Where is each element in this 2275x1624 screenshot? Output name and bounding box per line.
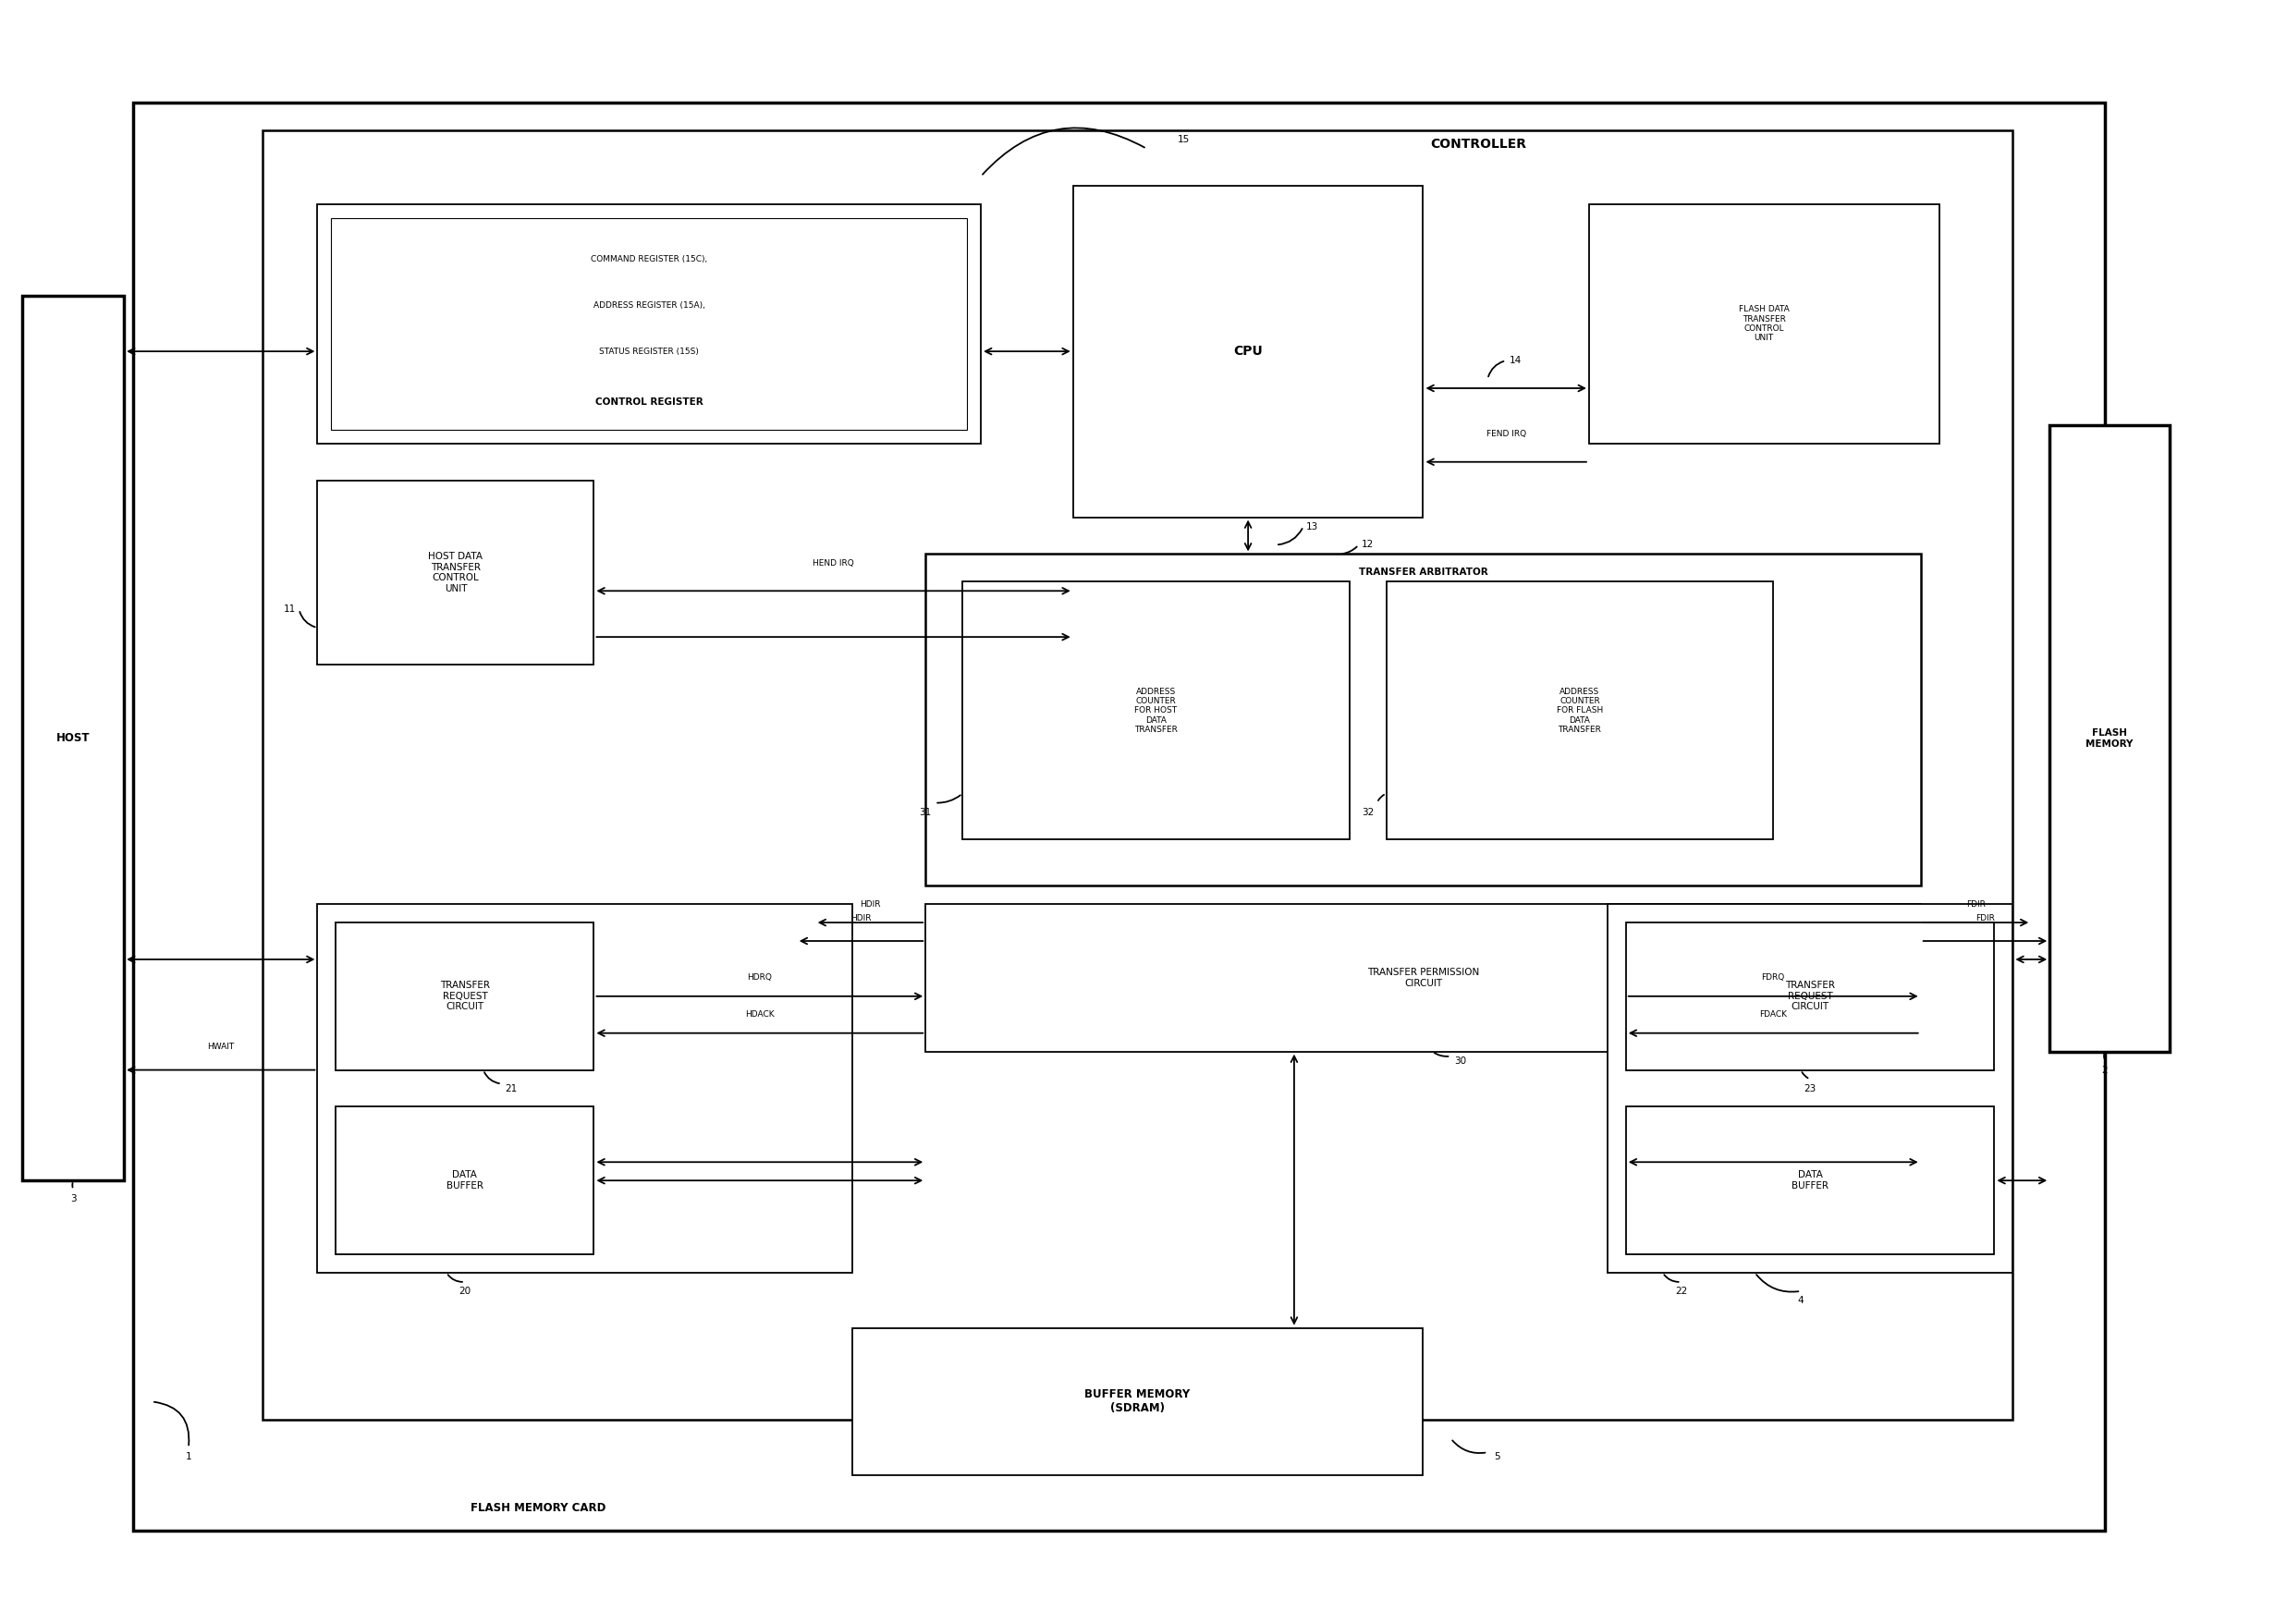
Text: HDRQ: HDRQ <box>746 974 771 983</box>
Text: TRANSFER ARBITRATOR: TRANSFER ARBITRATOR <box>1358 568 1488 577</box>
Bar <box>926 554 1920 885</box>
Text: FDIR: FDIR <box>1966 900 1986 908</box>
Bar <box>318 205 981 443</box>
Text: 30: 30 <box>1454 1056 1465 1065</box>
Bar <box>1074 185 1424 516</box>
Bar <box>1588 205 1938 443</box>
Text: HOST DATA
TRANSFER
CONTROL
UNIT: HOST DATA TRANSFER CONTROL UNIT <box>428 552 482 593</box>
Text: TRANSFER
REQUEST
CIRCUIT: TRANSFER REQUEST CIRCUIT <box>439 981 489 1012</box>
Text: FDIR: FDIR <box>1975 914 1995 922</box>
Text: 21: 21 <box>505 1083 516 1093</box>
Bar <box>23 296 123 1181</box>
Bar <box>134 102 2104 1530</box>
Bar <box>962 581 1349 840</box>
Text: 23: 23 <box>1804 1083 1815 1093</box>
Text: BUFFER MEMORY
(SDRAM): BUFFER MEMORY (SDRAM) <box>1085 1389 1190 1415</box>
Text: 31: 31 <box>919 807 933 817</box>
Text: FEND IRQ: FEND IRQ <box>1486 430 1527 438</box>
Text: 2: 2 <box>2102 1065 2109 1075</box>
Text: CONTROL REGISTER: CONTROL REGISTER <box>596 398 703 406</box>
Text: DATA
BUFFER: DATA BUFFER <box>446 1171 482 1190</box>
Text: FLASH MEMORY CARD: FLASH MEMORY CARD <box>471 1502 605 1514</box>
Text: 4: 4 <box>1797 1296 1804 1306</box>
Text: TRANSFER
REQUEST
CIRCUIT: TRANSFER REQUEST CIRCUIT <box>1786 981 1836 1012</box>
Bar <box>337 1108 594 1254</box>
Text: HOST: HOST <box>57 732 91 744</box>
Text: 11: 11 <box>284 604 296 614</box>
Text: HDIR: HDIR <box>851 914 871 922</box>
Text: ADDRESS
COUNTER
FOR FLASH
DATA
TRANSFER: ADDRESS COUNTER FOR FLASH DATA TRANSFER <box>1556 687 1604 734</box>
Text: STATUS REGISTER (15S): STATUS REGISTER (15S) <box>598 348 698 356</box>
Bar <box>926 905 1920 1051</box>
Text: ADDRESS
COUNTER
FOR HOST
DATA
TRANSFER: ADDRESS COUNTER FOR HOST DATA TRANSFER <box>1135 687 1178 734</box>
Text: 14: 14 <box>1508 356 1522 365</box>
Bar <box>337 922 594 1070</box>
Text: HDIR: HDIR <box>860 900 880 908</box>
Text: FDACK: FDACK <box>1759 1010 1788 1018</box>
Text: 3: 3 <box>71 1194 77 1203</box>
Text: 22: 22 <box>1674 1286 1688 1296</box>
Text: 13: 13 <box>1306 521 1320 531</box>
Text: 5: 5 <box>1495 1452 1499 1462</box>
Text: COMMAND REGISTER (15C),: COMMAND REGISTER (15C), <box>592 255 708 263</box>
Text: 1: 1 <box>184 1452 191 1462</box>
Text: 12: 12 <box>1363 541 1374 549</box>
Text: FDRQ: FDRQ <box>1761 974 1786 983</box>
Bar <box>851 1328 1424 1475</box>
Bar <box>318 481 594 664</box>
Bar <box>2050 425 2170 1051</box>
Text: HEND IRQ: HEND IRQ <box>812 559 853 567</box>
Text: ADDRESS REGISTER (15A),: ADDRESS REGISTER (15A), <box>594 300 705 310</box>
Bar <box>262 130 2013 1419</box>
Text: CONTROLLER: CONTROLLER <box>1431 138 1527 151</box>
Text: HWAIT: HWAIT <box>207 1043 234 1051</box>
Bar <box>1627 1108 1995 1254</box>
Bar <box>1627 922 1995 1070</box>
Text: TRANSFER PERMISSION
CIRCUIT: TRANSFER PERMISSION CIRCUIT <box>1367 968 1479 987</box>
Text: FLASH
MEMORY: FLASH MEMORY <box>2086 728 2134 749</box>
Text: 15: 15 <box>1178 135 1190 145</box>
Text: 20: 20 <box>460 1286 471 1296</box>
Text: HDACK: HDACK <box>746 1010 774 1018</box>
Bar <box>332 218 967 430</box>
Text: CPU: CPU <box>1233 344 1263 357</box>
Text: FLASH DATA
TRANSFER
CONTROL
UNIT: FLASH DATA TRANSFER CONTROL UNIT <box>1738 305 1790 343</box>
Text: DATA
BUFFER: DATA BUFFER <box>1793 1171 1829 1190</box>
Bar <box>318 905 851 1273</box>
Bar <box>1385 581 1772 840</box>
Bar <box>1608 905 2013 1273</box>
Text: 32: 32 <box>1363 807 1374 817</box>
